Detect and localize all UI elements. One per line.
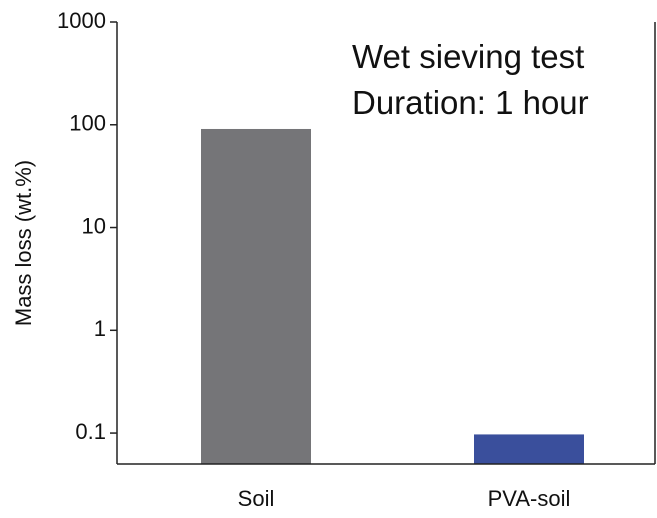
annotation: Wet sieving test [352, 38, 584, 75]
y-tick-label: 0.1 [75, 419, 106, 444]
y-tick-label: 1 [94, 316, 106, 341]
y-axis-label: Mass loss (wt.%) [11, 160, 36, 326]
annotation: Duration: 1 hour [352, 84, 589, 121]
y-tick-label: 1000 [57, 8, 106, 33]
y-tick-label: 100 [69, 111, 106, 136]
x-tick-label: PVA-soil [488, 486, 571, 511]
bar [201, 128, 311, 465]
bar [474, 434, 584, 464]
x-tick-label: Soil [238, 486, 275, 511]
y-tick-label: 10 [82, 213, 106, 238]
